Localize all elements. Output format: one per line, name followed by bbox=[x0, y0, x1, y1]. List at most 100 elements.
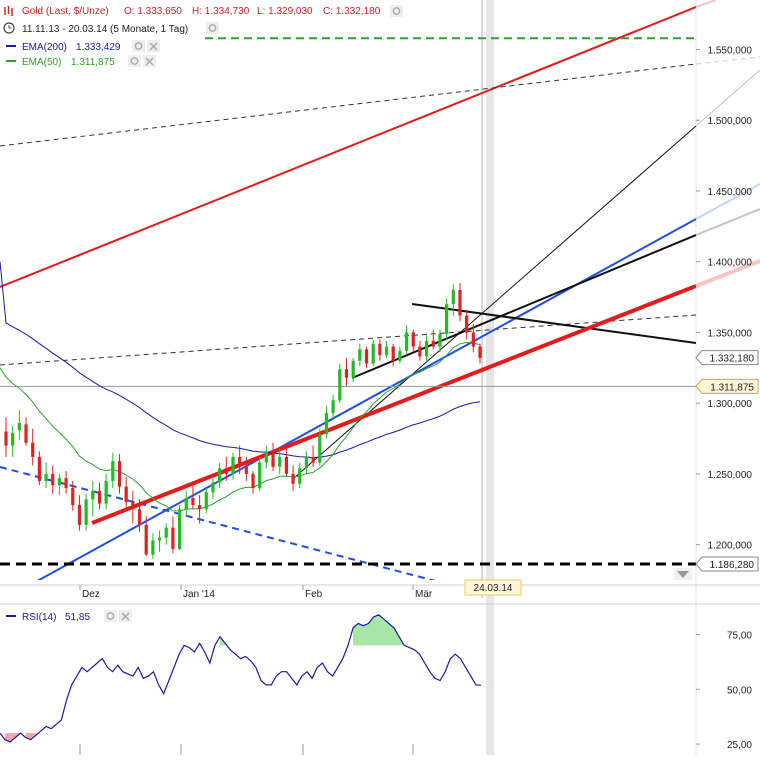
candle-body bbox=[278, 456, 282, 467]
rsi-tick-label: 50,00 bbox=[727, 685, 752, 696]
candle-body bbox=[218, 468, 222, 483]
candle-body bbox=[231, 456, 235, 474]
rsi-time-ticks bbox=[79, 744, 414, 755]
close-icon[interactable] bbox=[119, 610, 132, 622]
candle-body bbox=[298, 468, 302, 484]
price-tick-label: 1.450,000 bbox=[708, 187, 753, 198]
candle-body bbox=[117, 461, 122, 487]
candle-body bbox=[465, 315, 469, 333]
ohlc-open: O: 1.333,650 bbox=[124, 6, 182, 17]
ema50-label: EMA(50) bbox=[22, 57, 61, 68]
rsi-fills bbox=[5, 614, 405, 742]
price-tick-label: 1.400,000 bbox=[708, 258, 753, 269]
candle-body bbox=[51, 473, 55, 486]
candle-body bbox=[411, 332, 415, 347]
rsi-value: 51,85 bbox=[65, 612, 90, 623]
rsi-axis: 25,00 50,00 75,00 bbox=[696, 630, 752, 751]
candle-body bbox=[198, 505, 202, 510]
candle-body bbox=[137, 509, 142, 525]
price-tick-label: 1.300,000 bbox=[708, 399, 753, 410]
ema50-value: 1.311,875 bbox=[71, 57, 115, 68]
time-tick-label: Mär bbox=[415, 589, 433, 600]
ema200-label: EMA(200) bbox=[22, 42, 67, 53]
candle-body bbox=[31, 442, 35, 457]
candle-body bbox=[37, 456, 41, 481]
candle-body bbox=[24, 424, 28, 443]
candle-body bbox=[177, 509, 182, 549]
ema200-value: 1.333,429 bbox=[76, 42, 121, 53]
candle-body bbox=[471, 332, 475, 347]
candle-body bbox=[258, 462, 262, 489]
price-tick-label: 1.550,000 bbox=[708, 46, 753, 57]
candle-body bbox=[311, 456, 315, 463]
close-icon[interactable] bbox=[143, 55, 156, 67]
candle-body bbox=[11, 432, 15, 446]
candle-body bbox=[344, 369, 349, 378]
candle-body bbox=[318, 434, 322, 463]
rsi-line bbox=[0, 614, 482, 743]
cursor-date-box: 24.03.14 bbox=[464, 579, 522, 596]
candle-body bbox=[438, 333, 442, 347]
gold-logo-icon bbox=[3, 5, 14, 16]
price-tick-label: 1.350,000 bbox=[708, 328, 753, 339]
candle-body bbox=[64, 478, 68, 489]
candle-body bbox=[398, 350, 402, 361]
candle-body bbox=[324, 413, 329, 435]
candle-body bbox=[224, 468, 228, 474]
scroll-down-icon[interactable] bbox=[674, 568, 692, 580]
price-tag-label: 1.311,875 bbox=[710, 382, 754, 393]
settings-icon[interactable] bbox=[104, 610, 117, 622]
rsi-panel: 25,00 50,00 75,00 bbox=[0, 614, 752, 755]
ohlc-close: C: 1.332,180 bbox=[323, 6, 381, 17]
rsi-legend: RSI(14) 51,85 bbox=[6, 610, 132, 623]
candle-body bbox=[211, 482, 215, 493]
time-tick-label: Jan '14 bbox=[183, 589, 215, 600]
settings-icon[interactable] bbox=[390, 5, 403, 17]
candle-body bbox=[17, 422, 21, 431]
settings-icon[interactable] bbox=[206, 22, 219, 34]
ema50-line bbox=[0, 341, 481, 512]
rsi-overbought-fill bbox=[199, 614, 405, 646]
candle-body bbox=[291, 473, 295, 484]
time-tick-label: Dez bbox=[82, 589, 100, 600]
candle-body bbox=[111, 461, 115, 481]
candle-body bbox=[384, 346, 389, 356]
candle-body bbox=[271, 451, 275, 467]
price-tags: 1.332,180 1.311,875 1.186,280 bbox=[695, 350, 759, 572]
candle-body bbox=[358, 349, 362, 361]
time-axis: Dez Jan '14 Feb Mär bbox=[79, 585, 433, 600]
rsi-tick-label: 75,00 bbox=[727, 630, 752, 641]
price-tag: 1.186,280 bbox=[695, 556, 759, 572]
trendline-blue-dashed bbox=[0, 466, 436, 580]
candle-body bbox=[284, 456, 288, 474]
candle-body bbox=[338, 369, 342, 401]
candle-body bbox=[244, 466, 248, 474]
candle-body bbox=[71, 488, 75, 506]
candle-body bbox=[124, 486, 128, 503]
candle-body bbox=[171, 527, 175, 549]
candle-body bbox=[431, 340, 435, 347]
close-icon[interactable] bbox=[147, 40, 160, 52]
candle-body bbox=[238, 456, 242, 467]
candle-body bbox=[424, 340, 429, 357]
price-tag-label: 1.332,180 bbox=[710, 354, 755, 365]
candle-body bbox=[378, 343, 382, 356]
clock-icon bbox=[3, 22, 15, 34]
candle-body bbox=[57, 478, 62, 486]
candle-body bbox=[4, 431, 8, 446]
rsi-tick-label: 25,00 bbox=[727, 740, 752, 751]
candle-body bbox=[84, 499, 88, 525]
candle-body bbox=[418, 346, 422, 357]
candle-body bbox=[404, 332, 409, 351]
settings-icon[interactable] bbox=[128, 55, 141, 67]
price-tag: 1.311,875 bbox=[695, 378, 759, 394]
candle-body bbox=[157, 537, 162, 541]
candle-body bbox=[97, 490, 102, 504]
candle-body bbox=[391, 346, 395, 361]
settings-icon[interactable] bbox=[132, 40, 145, 52]
candle-body bbox=[478, 346, 482, 358]
legend: Gold (Last, $/Unze) O: 1.333,650 H: 1.33… bbox=[3, 5, 403, 68]
candle-body bbox=[184, 497, 188, 510]
candle-body bbox=[351, 360, 355, 378]
candle-body bbox=[451, 290, 455, 305]
